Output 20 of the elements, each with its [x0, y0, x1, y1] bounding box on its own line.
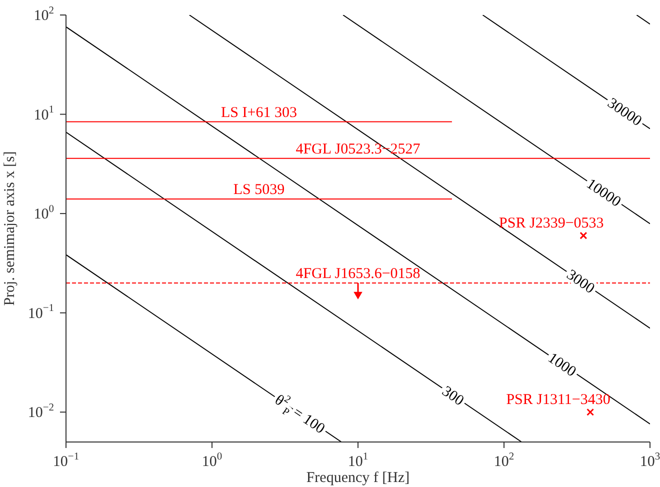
series-label: 4FGL J1653.6−0158 [296, 266, 420, 282]
y-tick-label: 10$^{2}$ [34, 5, 54, 24]
x-tick-label: 10$^{2}$ [494, 451, 514, 470]
x-axis-title: Frequency f [Hz] [306, 470, 410, 486]
text: 3000 [563, 267, 598, 298]
series-label: PSR J2339−0533 [499, 216, 604, 232]
text: 300 [438, 383, 466, 410]
x-tick-label: 10$^{3}$ [640, 451, 660, 470]
y-axis-title: Proj. semimajor axis x [s] [2, 151, 18, 306]
x-tick-label: 10$^{1}$ [348, 451, 368, 470]
y-tick-label: 10$^{0}$ [34, 204, 54, 223]
x-tick-label: 10$^{0}$ [202, 451, 222, 470]
series-label: PSR J1311−3430 [506, 392, 610, 408]
y-tick-label: 10$^{−2}$ [28, 402, 54, 422]
y-tick-label: 10$^{1}$ [34, 104, 54, 124]
x-tick-label: 10$^{−1}$ [52, 451, 80, 470]
y-tick-label: 10$^{−1}$ [28, 303, 54, 322]
text: 1000 [544, 350, 579, 380]
series-label: LS I+61 303 [220, 104, 297, 121]
series-label: LS 5039 [233, 182, 285, 198]
